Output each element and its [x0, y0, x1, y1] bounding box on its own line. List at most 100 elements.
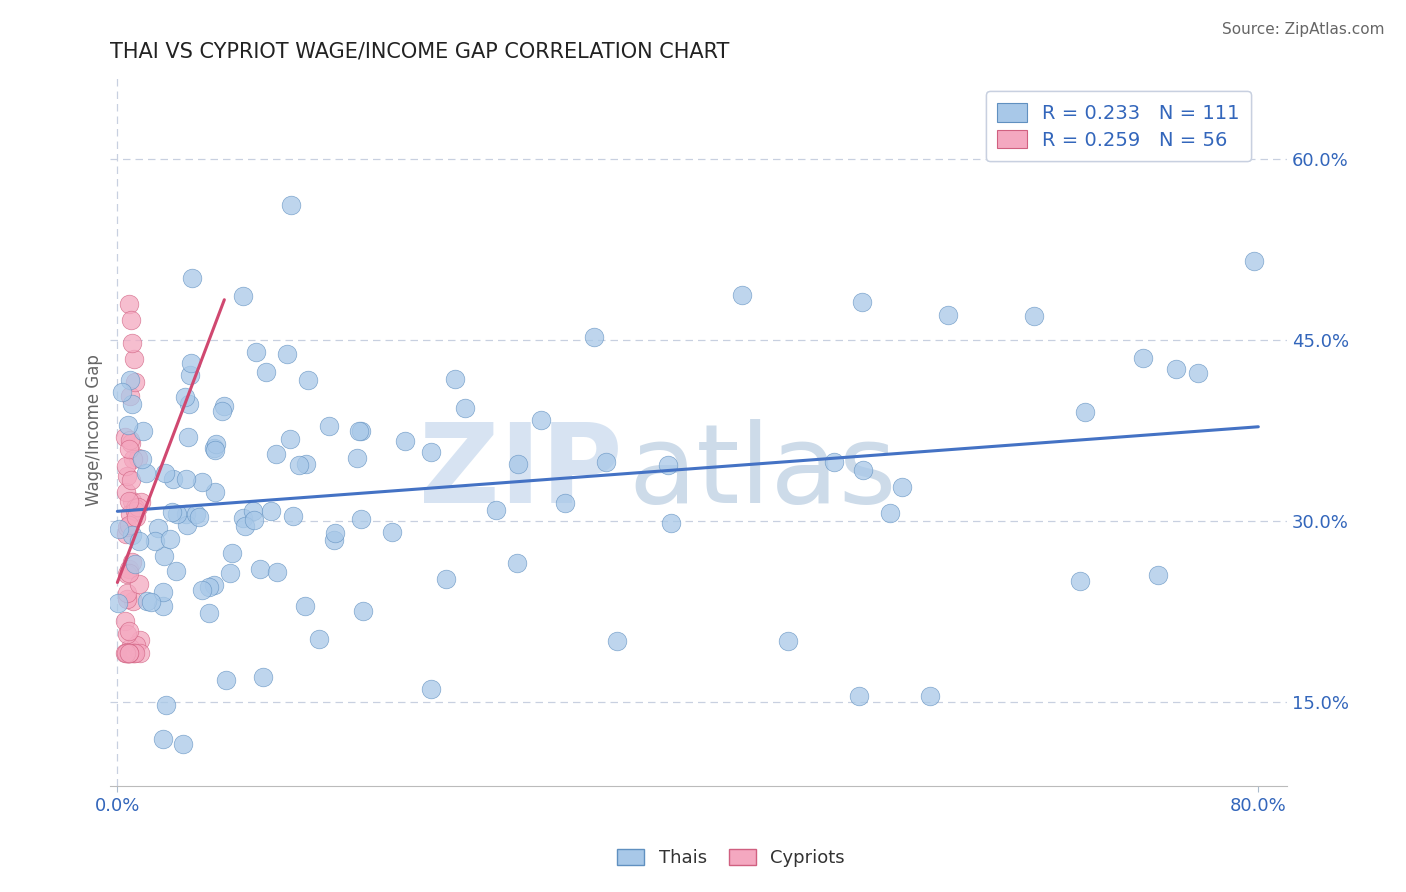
- Point: [120, 435, 142, 450]
- Point: [352, 604, 374, 618]
- Point: [848, 689, 870, 703]
- Point: [266, 565, 288, 579]
- Point: [124, 375, 146, 389]
- Point: [212, 400, 235, 414]
- Point: [145, 534, 167, 549]
- Point: [1243, 253, 1265, 268]
- Point: [295, 457, 318, 471]
- Point: [122, 451, 145, 466]
- Point: [554, 496, 576, 510]
- Point: [254, 366, 277, 380]
- Point: [657, 458, 679, 472]
- Point: [127, 451, 149, 466]
- Point: [232, 511, 254, 525]
- Point: [1187, 367, 1209, 381]
- Point: [202, 441, 225, 455]
- Point: [118, 389, 141, 403]
- Point: [1069, 574, 1091, 588]
- Point: [115, 586, 138, 600]
- Point: [122, 647, 145, 661]
- Point: [114, 615, 136, 629]
- Point: [122, 594, 145, 608]
- Point: [176, 472, 198, 486]
- Point: [221, 546, 243, 560]
- Point: [114, 484, 136, 499]
- Point: [823, 455, 845, 469]
- Point: [153, 549, 176, 564]
- Point: [114, 647, 136, 661]
- Point: [419, 681, 441, 696]
- Point: [118, 373, 141, 387]
- Point: [121, 647, 143, 661]
- Point: [187, 510, 209, 524]
- Point: [118, 640, 141, 655]
- Point: [115, 647, 138, 661]
- Point: [121, 555, 143, 569]
- Point: [118, 442, 141, 457]
- Point: [132, 425, 155, 439]
- Point: [120, 647, 142, 661]
- Point: [444, 372, 467, 386]
- Point: [118, 647, 141, 661]
- Point: [120, 507, 142, 521]
- Point: [111, 385, 134, 400]
- Point: [128, 633, 150, 648]
- Point: [118, 297, 141, 311]
- Point: [232, 289, 254, 303]
- Point: [606, 634, 628, 648]
- Point: [120, 473, 142, 487]
- Point: [219, 566, 242, 580]
- Point: [890, 479, 912, 493]
- Point: [202, 578, 225, 592]
- Point: [204, 485, 226, 500]
- Point: [121, 397, 143, 411]
- Point: [851, 463, 873, 477]
- Point: [233, 519, 256, 533]
- Point: [152, 585, 174, 599]
- Point: [148, 521, 170, 535]
- Point: [176, 517, 198, 532]
- Point: [288, 458, 311, 473]
- Point: [115, 520, 138, 534]
- Point: [125, 509, 148, 524]
- Point: [280, 432, 302, 446]
- Point: [419, 445, 441, 459]
- Point: [1132, 351, 1154, 365]
- Point: [211, 404, 233, 418]
- Point: [115, 647, 138, 661]
- Point: [434, 572, 457, 586]
- Point: [176, 430, 198, 444]
- Point: [118, 647, 141, 661]
- Point: [259, 504, 281, 518]
- Point: [128, 647, 150, 661]
- Point: [117, 562, 139, 576]
- Text: atlas: atlas: [628, 419, 897, 526]
- Point: [118, 517, 141, 532]
- Point: [595, 455, 617, 469]
- Point: [118, 494, 141, 508]
- Point: [121, 528, 143, 542]
- Point: [180, 356, 202, 370]
- Point: [184, 507, 207, 521]
- Point: [191, 475, 214, 489]
- Point: [121, 336, 143, 351]
- Point: [920, 689, 942, 703]
- Legend: R = 0.233   N = 111, R = 0.259   N = 56: R = 0.233 N = 111, R = 0.259 N = 56: [986, 91, 1251, 161]
- Point: [118, 647, 141, 661]
- Point: [215, 673, 238, 687]
- Point: [249, 562, 271, 576]
- Point: [124, 504, 146, 518]
- Point: [118, 566, 141, 581]
- Point: [155, 698, 177, 712]
- Point: [152, 731, 174, 746]
- Point: [485, 503, 508, 517]
- Point: [115, 647, 138, 661]
- Point: [242, 513, 264, 527]
- Point: [135, 467, 157, 481]
- Point: [851, 295, 873, 310]
- Point: [453, 401, 475, 415]
- Point: [297, 373, 319, 387]
- Point: [347, 424, 370, 438]
- Point: [117, 647, 139, 661]
- Point: [179, 397, 201, 411]
